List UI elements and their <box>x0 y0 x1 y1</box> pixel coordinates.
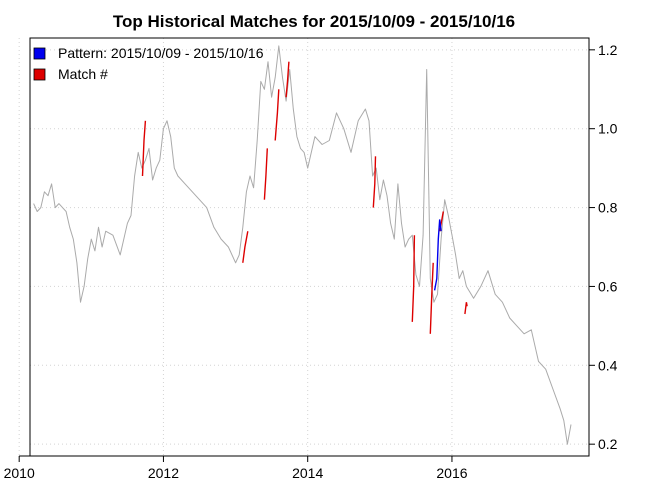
match-segment-4 <box>285 61 290 98</box>
match-segment-5 <box>372 156 377 208</box>
pattern-layer <box>433 219 442 291</box>
match-segment-6 <box>411 235 416 322</box>
match-segment-1 <box>242 231 249 263</box>
y-tick-label-1: 0.4 <box>598 357 618 373</box>
legend-label-pattern: Pattern: 2015/10/09 - 2015/10/16 <box>58 45 264 61</box>
chart-title: Top Historical Matches for 2015/10/09 - … <box>113 12 515 31</box>
history-series-line <box>33 45 572 445</box>
match-layer <box>141 61 468 334</box>
match-segment-3 <box>274 89 280 141</box>
y-tick-label-3: 0.8 <box>598 200 618 216</box>
pattern-series-line <box>433 219 442 291</box>
y-tick-label-5: 1.2 <box>598 42 618 58</box>
match-segment-9 <box>464 302 468 315</box>
x-tick-label-1: 2012 <box>148 465 179 481</box>
legend-swatch-match <box>33 68 46 81</box>
x-tick-label-3: 2016 <box>436 465 467 481</box>
y-tick-label-2: 0.6 <box>598 278 618 294</box>
x-tick-label-0: 2010 <box>4 465 35 481</box>
y-tick-label-4: 1.0 <box>598 121 618 137</box>
grid <box>18 38 589 456</box>
match-segment-2 <box>263 148 268 200</box>
y-tick-label-0: 0.2 <box>598 436 618 452</box>
legend-swatch-pattern <box>33 47 46 60</box>
y-axis: 0.2 0.4 0.6 0.8 1.0 1.2 <box>588 42 618 452</box>
x-axis: 2010 2012 2014 2016 <box>4 455 468 481</box>
history-layer <box>33 45 572 445</box>
match-segment-0 <box>141 120 147 177</box>
match-segment-7 <box>429 262 434 334</box>
legend-label-match: Match # <box>58 66 108 82</box>
plot-frame <box>29 37 590 457</box>
legend: Pattern: 2015/10/09 - 2015/10/16 Match # <box>33 45 264 82</box>
x-tick-label-2: 2014 <box>292 465 323 481</box>
